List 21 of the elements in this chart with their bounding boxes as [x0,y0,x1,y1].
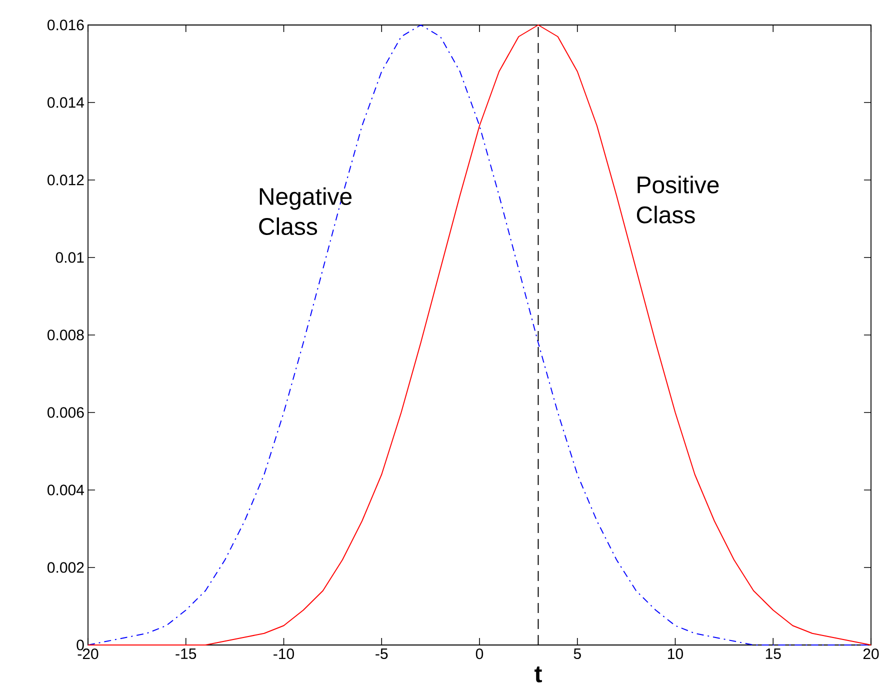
ref-line-label: t [534,666,542,682]
x-tick-label: -5 [376,648,388,659]
y-tick-label: 0.014 [48,97,84,108]
y-tick-label: 0.002 [48,562,84,573]
y-tick-label: 0.016 [48,20,84,30]
x-tick-label: 10 [668,648,683,660]
x-tick-label: -20 [78,648,98,660]
x-tick-label: 5 [574,648,581,659]
series-label: Negative Class [259,187,352,236]
y-tick-label: 0.01 [56,252,84,263]
x-tick-label: 0 [476,648,484,660]
x-tick-label: -15 [176,648,196,659]
y-tick-label: 0.006 [48,407,84,418]
series-label: Positive Class [636,176,719,224]
x-tick-label: -10 [274,648,294,660]
y-tick-label: 0.004 [48,484,84,496]
x-tick-label: 15 [766,648,781,659]
y-tick-label: 0 [76,640,84,650]
y-tick-label: 0.012 [48,174,84,186]
y-tick-label: 0.008 [48,330,84,340]
x-tick-label: 20 [863,648,879,660]
